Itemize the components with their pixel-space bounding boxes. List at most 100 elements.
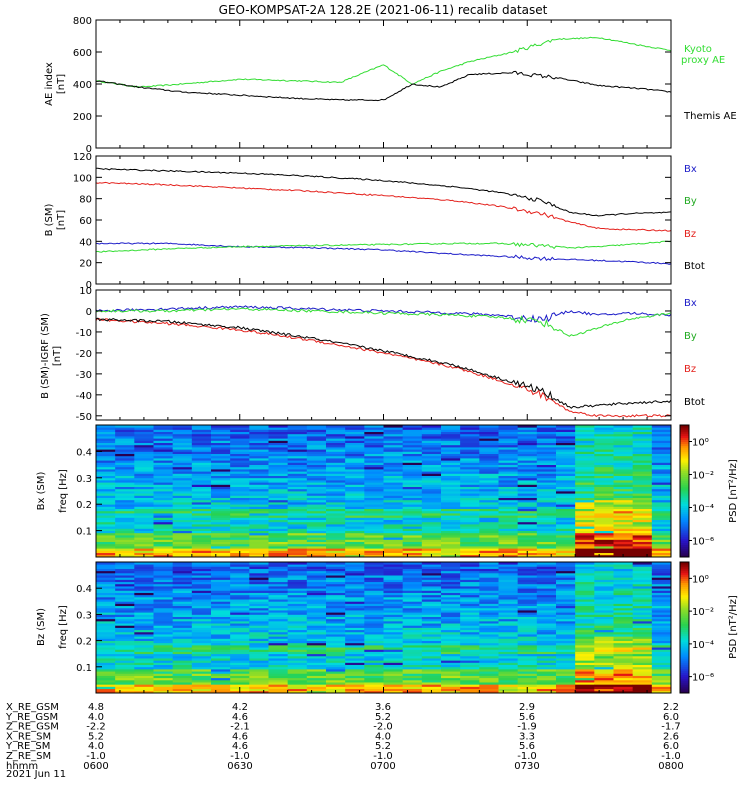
bz-spectrogram-cell [230, 629, 250, 633]
bx-spectrogram-cell [326, 493, 346, 496]
bz-spectrogram-cell [230, 673, 250, 676]
bx-spectrogram-cell [594, 506, 614, 509]
bz-spectrogram-cell [191, 599, 212, 602]
bx-spectrogram-cell [575, 455, 595, 459]
bz-spectrogram-cell [268, 594, 289, 598]
bz-spectrogram-cell [517, 640, 538, 644]
bx-spectrogram-cell [517, 469, 538, 472]
ephemeris-value: 5.6 [519, 741, 535, 752]
bx-spectrogram-cell [632, 497, 653, 501]
bz-spectrogram-cell [115, 564, 135, 567]
bx-spectrogram-cell [594, 444, 614, 448]
bx-spectrogram-cell [575, 493, 595, 496]
bz-spectrogram-cell [115, 592, 135, 596]
bx-spectrogram-cell [115, 477, 135, 481]
bz-spectrogram-cell [96, 614, 116, 617]
bx-spectrogram-cell [345, 554, 365, 558]
bz-spectrogram-cell [613, 673, 634, 676]
bx-spectrogram-cell [306, 528, 327, 531]
bx-spectrogram-cell [326, 548, 346, 551]
bx-spectrogram-cell [268, 453, 289, 457]
bx-spectrogram-cell [134, 475, 154, 479]
bz-spectrogram-cell [402, 666, 423, 670]
bx-spectrogram-cell [115, 442, 135, 446]
bz-spectrogram-cell [575, 614, 595, 617]
bz-spectrogram-cell [326, 603, 346, 607]
bz-colorbar-step [680, 629, 689, 633]
bx-spectrogram-cell [421, 530, 442, 534]
bx-spectrogram-cell [556, 554, 576, 558]
bx-colorbar-step [680, 445, 689, 449]
bx-spectrogram-cell [575, 499, 595, 503]
bx-spectrogram-cell [364, 466, 384, 470]
bx-spectrogram-cell [306, 453, 327, 457]
bz-spectrogram-cell [556, 649, 576, 652]
bx-spectrogram-cell [268, 513, 289, 516]
bx-spectrogram-cell [517, 453, 538, 457]
bz-spectrogram-cell [402, 690, 423, 694]
bz-spectrogram-cell [441, 638, 461, 641]
bx-spectrogram-cell [402, 552, 423, 556]
bz-spectrogram-cell [556, 675, 576, 679]
bz-spectrogram-cell [249, 679, 269, 683]
bx-spectrogram-cell [249, 475, 269, 479]
bz-spectrogram-cell [479, 620, 499, 624]
bx-spectrogram-cell [651, 493, 672, 496]
bz-spectrogram-cell [287, 590, 308, 593]
bz-spectrogram-cell [134, 603, 154, 607]
bx-spectrogram-cell [575, 552, 595, 556]
bx-spectrogram-cell [306, 425, 327, 428]
bz-spectrogram-cell [96, 596, 116, 600]
bx-spectrogram-cell [575, 427, 595, 430]
bz-spectrogram-cell [517, 682, 538, 685]
bx-spectrogram-cell [287, 508, 308, 512]
bz-spectrogram-cell [153, 651, 174, 655]
bz-spectrogram-cell [517, 677, 538, 681]
bx-spectrogram-cell [632, 464, 653, 468]
bx-spectrogram-cell [441, 546, 461, 549]
bx-spectrogram-cell [632, 499, 653, 503]
bz-spectrogram-cell [96, 581, 116, 585]
bx-spectrogram-cell [651, 548, 672, 551]
bx-spectrogram-cell [594, 491, 614, 494]
bz-spectrogram-cell [115, 679, 135, 683]
bz-spectrogram-cell [287, 570, 308, 574]
bz-spectrogram-cell [613, 564, 634, 567]
bx-spectrogram-cell [249, 554, 269, 558]
bx-spectrogram-cell [421, 458, 442, 461]
bx-spectrogram-cell [402, 425, 423, 428]
bz-spectrogram-cell [632, 634, 653, 637]
bz-spectrogram-cell [402, 636, 423, 639]
bz-spectrogram-cell [172, 658, 193, 661]
bz-spectrogram-cell [613, 638, 634, 641]
bz-spectrogram-cell [651, 577, 672, 580]
bz-spectrogram-cell [134, 570, 154, 574]
bz-spectrogram-cell [211, 682, 231, 685]
bz-spectrogram-cell [441, 634, 461, 637]
bx-spectrogram-cell [651, 524, 672, 527]
bx-spectrogram-cell [383, 480, 404, 483]
bx-spectrogram-cell [345, 427, 365, 430]
bx-spectrogram-cell [460, 444, 480, 448]
bz-spectrogram-cell [153, 671, 174, 674]
bz-spectrogram-cell [191, 677, 212, 681]
bx-spectrogram-cell [421, 451, 442, 454]
bz-spectrogram-cell [153, 599, 174, 602]
bz-spectrogram-cell [268, 629, 289, 633]
bz-spectrogram-cell [287, 653, 308, 657]
bx-spectrogram-cell [575, 460, 595, 463]
bz-spectrogram-cell [517, 655, 538, 659]
b-legend-by: By [684, 196, 697, 207]
bx-spectrogram-cell [306, 436, 327, 439]
bz-spectrogram-cell [326, 627, 346, 631]
bz-spectrogram-cell [364, 679, 384, 683]
bz-spectrogram-cell [536, 642, 557, 646]
bx-spectrogram-cell [134, 453, 154, 457]
bz-spectrogram-cell [172, 690, 193, 694]
bx-spectrogram-cell [249, 493, 269, 496]
bz-spectrogram-cell [594, 599, 614, 602]
bz-spectrogram-cell [230, 599, 250, 602]
bx-colorbar-step [680, 550, 689, 554]
bx-colorbar-step [680, 425, 689, 428]
bx-spectrogram-cell [460, 447, 480, 450]
